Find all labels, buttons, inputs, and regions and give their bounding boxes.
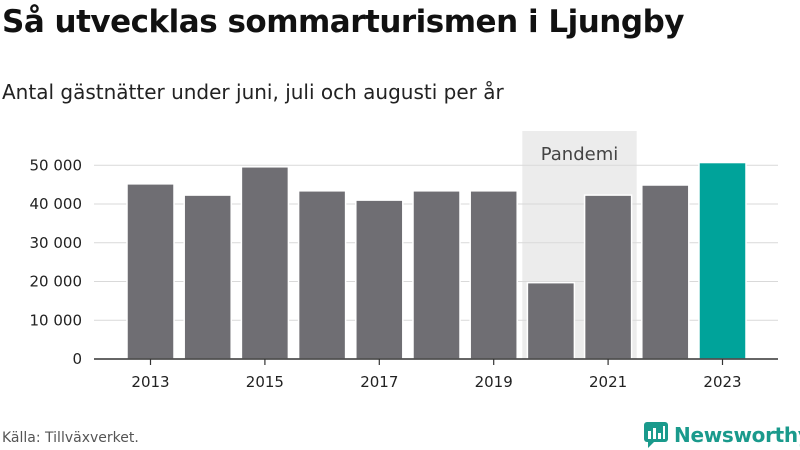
x-tick-label: 2015	[246, 373, 284, 391]
bar-2017	[355, 199, 404, 360]
newsworthy-logo: Newsworthy	[644, 421, 800, 449]
y-tick-label: 20 000	[30, 273, 83, 291]
bar-chart: Pandemi 0 10 000 20 000 30 000 40 000 50 000 20…	[30, 131, 778, 391]
chart-subtitle: Antal gästnätter under juni, juli och au…	[2, 80, 504, 104]
x-tick-label: 2013	[131, 373, 169, 391]
x-tick-label: 2023	[703, 373, 741, 391]
brand-name: Newsworthy	[674, 423, 800, 447]
x-tick-label: 2019	[475, 373, 513, 391]
bar-2021	[583, 194, 633, 360]
bar-2013	[126, 183, 175, 360]
x-tick-label: 2021	[589, 373, 627, 391]
y-tick-label: 50 000	[30, 156, 83, 174]
bar-2015	[240, 166, 290, 360]
newsworthy-icon	[644, 422, 668, 448]
y-tick-label: 10 000	[30, 311, 83, 329]
bar-2014	[183, 194, 232, 360]
bar-2022	[641, 184, 690, 360]
x-tick-label: 2017	[360, 373, 398, 391]
y-tick-label: 0	[72, 350, 82, 368]
y-tick-label: 30 000	[30, 234, 83, 252]
pandemic-label: Pandemi	[541, 144, 619, 165]
bar-2018	[412, 190, 461, 360]
bar-2020	[526, 281, 576, 360]
chart-title: Så utvecklas sommarturismen i Ljungby	[2, 4, 684, 40]
bar-2019	[469, 190, 518, 360]
source-note: Källa: Tillväxverket.	[2, 430, 139, 446]
bar-2023	[698, 161, 747, 360]
bar-2016	[297, 190, 347, 360]
y-tick-label: 40 000	[30, 195, 83, 213]
